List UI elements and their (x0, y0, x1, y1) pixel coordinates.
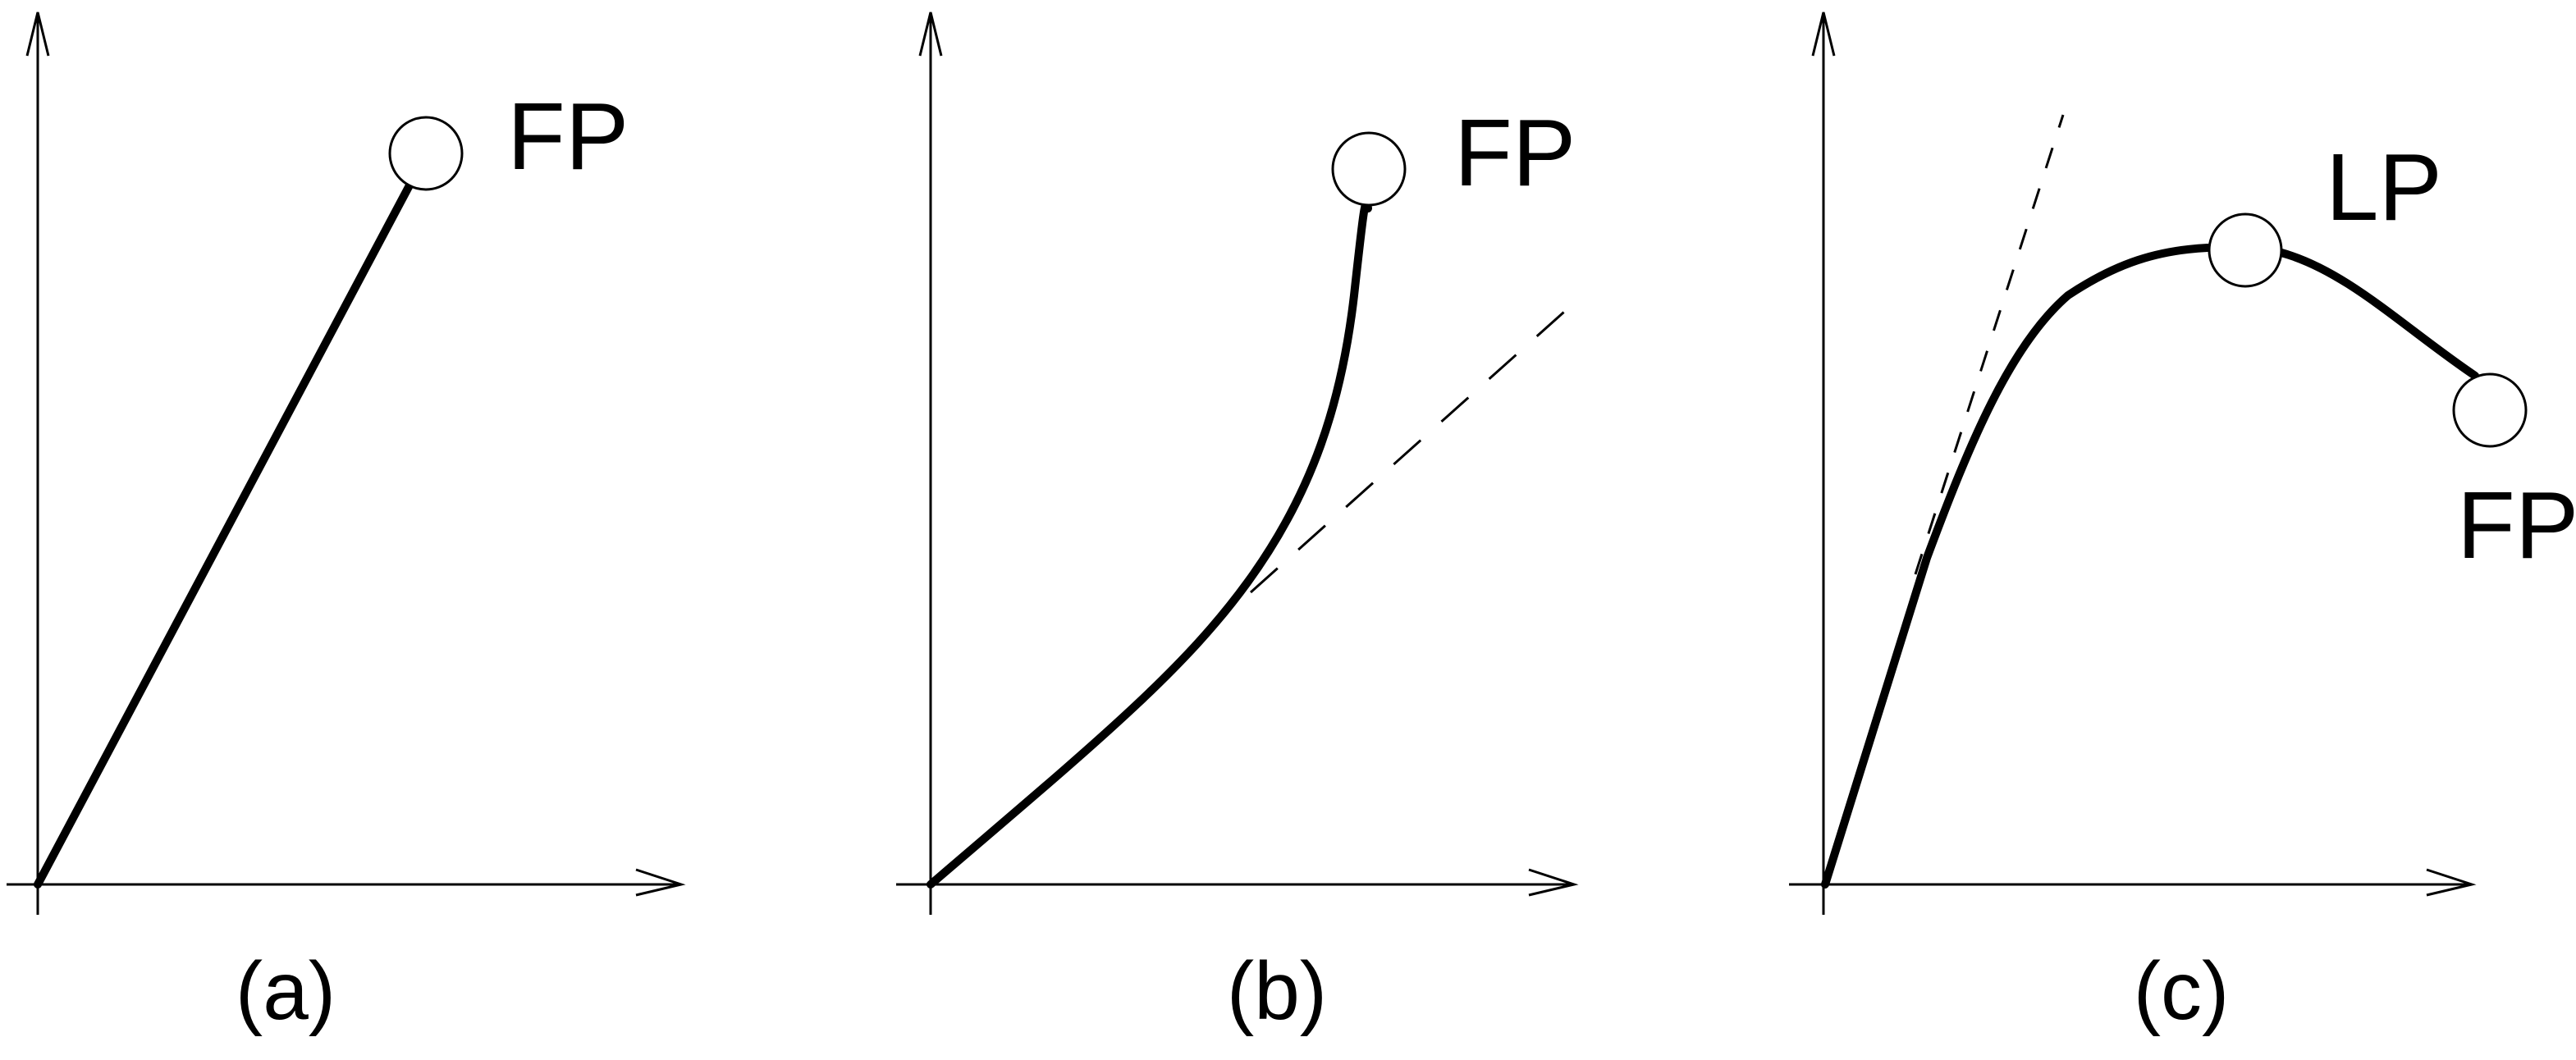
panel-c-fp-label: FP (2457, 472, 2576, 578)
panel-a-fp-label: FP (507, 83, 629, 190)
panel-a-y-axis-arrowhead (25, 11, 50, 57)
panel-b-caption: (b) (1227, 945, 1327, 1037)
panel-c-caption: (c) (2134, 945, 2230, 1037)
panel-a: FP (a) (7, 11, 686, 1037)
panel-b-curve (927, 199, 1372, 889)
panel-a-curve (34, 180, 414, 889)
panel-a-fp-marker (388, 116, 464, 191)
panel-c-x-axis-arrowhead (2426, 868, 2477, 897)
panel-b-fp-label: FP (1454, 99, 1576, 206)
panel-c-y-axis-arrowhead (1811, 11, 1836, 57)
panel-c: LP FP (c) (1789, 11, 2576, 1037)
panel-c-lp-label: LP (2326, 134, 2442, 240)
panel-b-fp-marker (1331, 131, 1407, 207)
panel-a-x-axis-arrowhead (635, 868, 686, 897)
panel-b-tangent-line (1249, 297, 1581, 594)
panel-c-fp-marker (2452, 372, 2528, 448)
panel-c-curve-rising (1821, 244, 2212, 889)
panel-c-lp-marker (2208, 212, 2283, 288)
panel-b-x-axis-arrowhead (1528, 868, 1579, 897)
panel-b: FP (b) (896, 11, 1581, 1037)
panel-a-caption: (a) (236, 945, 336, 1037)
panel-b-y-axis-arrowhead (918, 11, 943, 57)
panel-c-curve-falling (2277, 249, 2479, 380)
panel-c-tangent-line (1914, 114, 2065, 575)
